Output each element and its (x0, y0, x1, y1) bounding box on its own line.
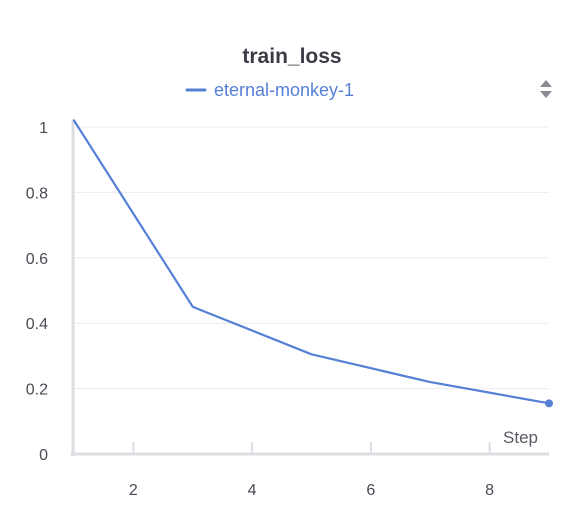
y-tick-label: 0.8 (26, 185, 48, 202)
legend[interactable]: eternal-monkey-1 (185, 80, 354, 100)
x-axis-label: Step (503, 428, 538, 447)
y-tick-label: 0.6 (26, 251, 48, 268)
sort-arrows-icon[interactable] (540, 80, 552, 98)
series (72, 119, 553, 408)
axes (71, 119, 549, 456)
tick-labels: 0 0.2 0.4 0.6 0.8 1 2 4 6 8 (26, 120, 494, 499)
sort-up-arrow-icon (540, 80, 552, 87)
sort-down-arrow-icon (540, 91, 552, 98)
legend-label[interactable]: eternal-monkey-1 (214, 80, 354, 100)
series-end-point (545, 399, 553, 408)
grid (73, 126, 549, 390)
y-tick-label: 0.4 (26, 316, 48, 333)
x-tick-label: 6 (366, 482, 375, 499)
x-tick-label: 4 (248, 482, 257, 499)
chart-title: train_loss (242, 45, 341, 68)
y-tick-label: 1 (39, 120, 48, 137)
x-tick-label: 8 (485, 482, 494, 499)
x-tick-label: 2 (129, 482, 138, 499)
y-tick-label: 0 (39, 447, 48, 464)
series-line-eternal-monkey-1 (72, 119, 551, 405)
y-tick-label: 0.2 (26, 382, 48, 399)
